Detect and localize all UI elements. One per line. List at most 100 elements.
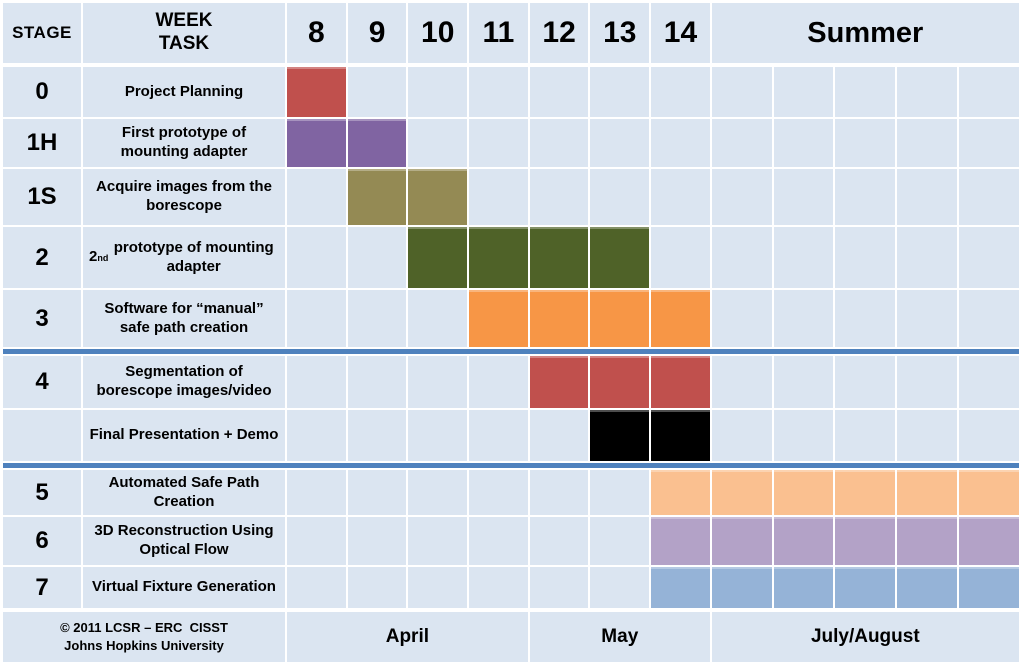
gantt-empty-cell bbox=[651, 169, 710, 225]
gantt-bar-cell bbox=[773, 567, 834, 608]
gantt-empty-cell bbox=[959, 356, 1019, 408]
gantt-empty-cell bbox=[529, 410, 589, 461]
gantt-empty-cell bbox=[959, 410, 1019, 461]
gantt-empty-cell bbox=[287, 356, 346, 408]
gantt-empty-cell bbox=[590, 517, 650, 565]
gantt-bar-cell bbox=[835, 470, 896, 515]
gantt-empty-cell bbox=[711, 356, 772, 408]
stage-cell: 0 bbox=[3, 67, 81, 117]
gantt-bar-cell bbox=[959, 567, 1019, 608]
gantt-bar-cell bbox=[897, 567, 957, 608]
gantt-empty-cell bbox=[347, 67, 407, 117]
gantt-empty-cell bbox=[287, 169, 346, 225]
gantt-empty-cell bbox=[897, 290, 957, 347]
gantt-empty-cell bbox=[408, 567, 468, 608]
gantt-empty-cell bbox=[469, 119, 528, 167]
task-cell: Acquire images from the borescope bbox=[83, 169, 285, 225]
gantt-empty-cell bbox=[529, 567, 589, 608]
gantt-empty-cell bbox=[469, 356, 528, 408]
gantt-bar-cell bbox=[711, 567, 772, 608]
gantt-empty-cell bbox=[347, 470, 407, 515]
task-cell: Project Planning bbox=[83, 67, 285, 117]
table-header-row: STAGE WEEK TASK 8 9 10 11 12 13 14 Summe… bbox=[3, 3, 1019, 63]
gantt-empty-cell bbox=[959, 227, 1019, 288]
stage-cell: 3 bbox=[3, 290, 81, 347]
gantt-empty-cell bbox=[897, 119, 957, 167]
copyright-cell: © 2011 LCSR – ERC CISST Johns Hopkins Un… bbox=[3, 612, 285, 662]
gantt-empty-cell bbox=[835, 119, 896, 167]
gantt-bar-cell bbox=[408, 169, 468, 225]
week-header-13: 13 bbox=[590, 3, 650, 63]
gantt-empty-cell bbox=[469, 67, 528, 117]
table-footer-row: © 2011 LCSR – ERC CISST Johns Hopkins Un… bbox=[3, 612, 1019, 662]
gantt-empty-cell bbox=[835, 227, 896, 288]
stage-cell: 1H bbox=[3, 119, 81, 167]
gantt-empty-cell bbox=[529, 169, 589, 225]
week-header-8: 8 bbox=[287, 3, 346, 63]
gantt-empty-cell bbox=[347, 567, 407, 608]
gantt-empty-cell bbox=[835, 67, 896, 117]
summer-header: Summer bbox=[711, 3, 1019, 63]
gantt-empty-cell bbox=[590, 470, 650, 515]
gantt-bar-cell bbox=[529, 290, 589, 347]
gantt-empty-cell bbox=[835, 169, 896, 225]
gantt-bar-cell bbox=[590, 356, 650, 408]
gantt-empty-cell bbox=[773, 410, 834, 461]
task-cell: Virtual Fixture Generation bbox=[83, 567, 285, 608]
gantt-empty-cell bbox=[408, 119, 468, 167]
gantt-bar-cell bbox=[651, 517, 710, 565]
gantt-empty-cell bbox=[590, 567, 650, 608]
gantt-empty-cell bbox=[773, 227, 834, 288]
gantt-empty-cell bbox=[408, 356, 468, 408]
gantt-empty-cell bbox=[287, 470, 346, 515]
gantt-bar-cell bbox=[408, 227, 468, 288]
gantt-empty-cell bbox=[897, 169, 957, 225]
gantt-bar-cell bbox=[529, 227, 589, 288]
gantt-bar-cell bbox=[347, 169, 407, 225]
gantt-empty-cell bbox=[347, 517, 407, 565]
gantt-bar-cell bbox=[897, 517, 957, 565]
gantt-empty-cell bbox=[408, 290, 468, 347]
gantt-empty-cell bbox=[408, 470, 468, 515]
gantt-bar-cell bbox=[711, 470, 772, 515]
gantt-empty-cell bbox=[711, 290, 772, 347]
phase-divider-line bbox=[3, 349, 1019, 354]
gantt-bar-cell bbox=[529, 356, 589, 408]
gantt-empty-cell bbox=[711, 410, 772, 461]
gantt-empty-cell bbox=[408, 67, 468, 117]
task-header-label: TASK bbox=[158, 33, 210, 54]
gantt-bar-cell bbox=[651, 356, 710, 408]
gantt-empty-cell bbox=[651, 227, 710, 288]
gantt-bar-cell bbox=[897, 470, 957, 515]
gantt-empty-cell bbox=[651, 119, 710, 167]
stage-cell: 4 bbox=[3, 356, 81, 408]
stage-cell bbox=[3, 410, 81, 461]
gantt-bar-cell bbox=[651, 290, 710, 347]
task-cell: 3D Reconstruction Using Optical Flow bbox=[83, 517, 285, 565]
gantt-empty-cell bbox=[469, 517, 528, 565]
gantt-bar-cell bbox=[590, 410, 650, 461]
stage-cell: 7 bbox=[3, 567, 81, 608]
gantt-empty-cell bbox=[773, 169, 834, 225]
week-task-column-header: WEEK TASK bbox=[83, 3, 285, 63]
gantt-empty-cell bbox=[529, 67, 589, 117]
gantt-bar-cell bbox=[590, 227, 650, 288]
gantt-empty-cell bbox=[897, 67, 957, 117]
task-cell: First prototype of mounting adapter bbox=[83, 119, 285, 167]
gantt-bar-cell bbox=[773, 470, 834, 515]
gantt-empty-cell bbox=[897, 227, 957, 288]
gantt-empty-cell bbox=[408, 517, 468, 565]
phase-divider-line bbox=[3, 463, 1019, 468]
task-cell: Segmentation of borescope images/video bbox=[83, 356, 285, 408]
gantt-empty-cell bbox=[590, 119, 650, 167]
gantt-empty-cell bbox=[469, 470, 528, 515]
copyright-line2: Johns Hopkins University bbox=[64, 638, 224, 653]
gantt-empty-cell bbox=[347, 227, 407, 288]
gantt-bar-cell bbox=[651, 470, 710, 515]
gantt-empty-cell bbox=[711, 227, 772, 288]
gantt-empty-cell bbox=[773, 290, 834, 347]
gantt-bar-cell bbox=[287, 119, 346, 167]
gantt-bar-cell bbox=[347, 119, 407, 167]
stage-cell: 1S bbox=[3, 169, 81, 225]
gantt-bar-cell bbox=[469, 290, 528, 347]
